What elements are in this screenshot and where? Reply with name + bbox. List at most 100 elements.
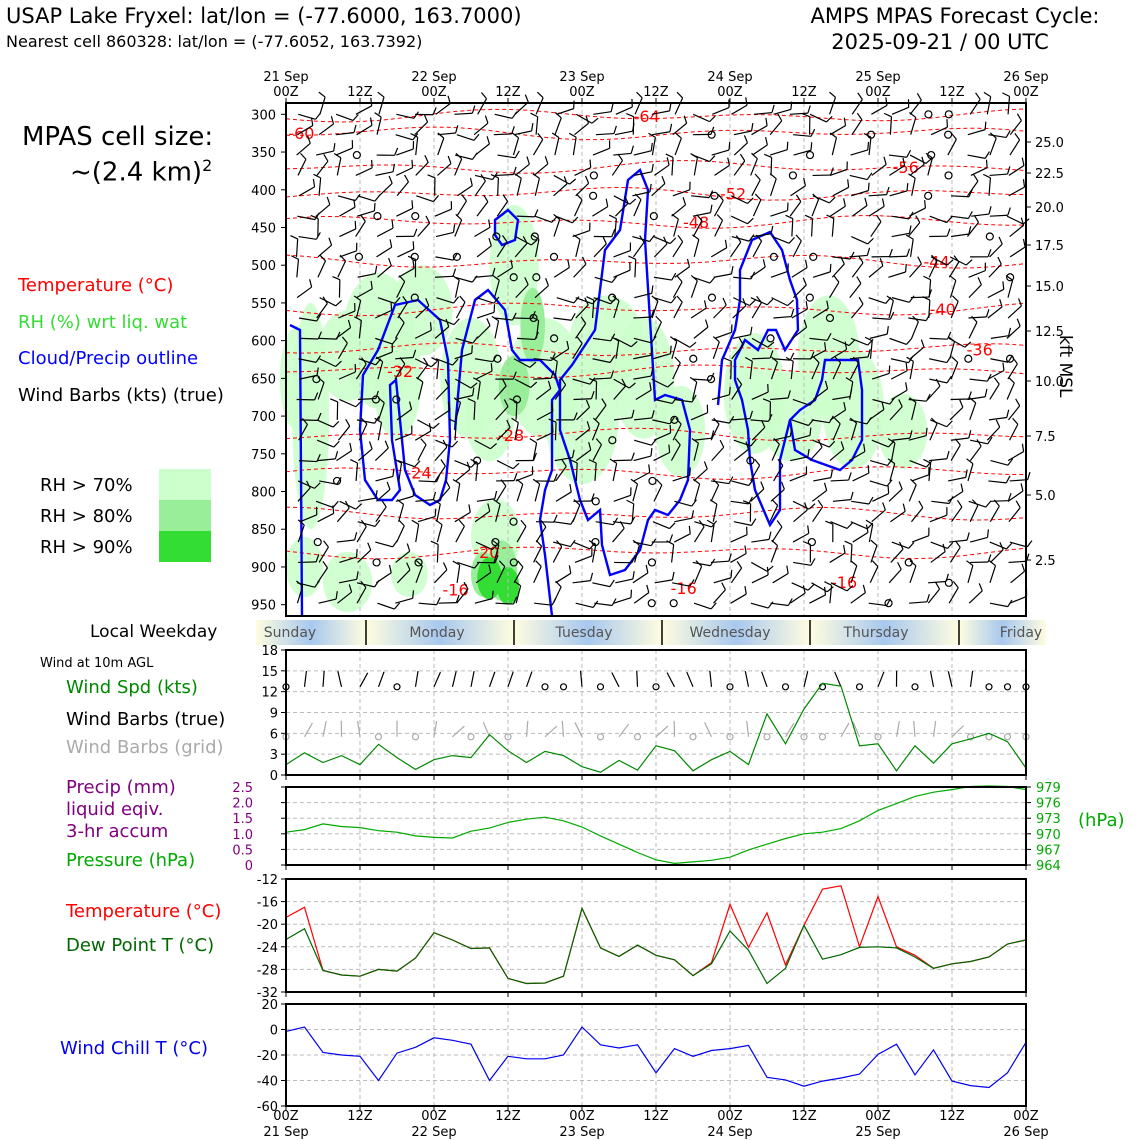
wind-barb-shaft — [868, 297, 886, 305]
time-tick-label-top: 00Z — [569, 85, 595, 100]
wind-barb-shaft — [573, 263, 587, 278]
wind-barb-shaft — [496, 566, 506, 584]
wind-barb-feather — [676, 295, 683, 303]
wind-barb-feather — [301, 417, 308, 425]
wind-barb-feather — [925, 460, 933, 468]
wind-barb-feather — [498, 560, 506, 567]
wind-barb-feather — [966, 458, 974, 465]
wind-barb-feather — [754, 193, 762, 201]
wind-barb-feather — [905, 362, 908, 371]
wind-barb-shaft — [811, 419, 830, 424]
wind-barb-feather — [710, 126, 715, 135]
wind-barb-feather — [391, 337, 398, 345]
wind-barb-feather — [423, 357, 429, 366]
wind-barb-shaft — [869, 480, 888, 487]
wind-barb-feather — [898, 541, 904, 550]
wind-barb-shaft — [849, 381, 854, 400]
time-tick-label-top: 12Z — [347, 85, 373, 100]
wind-barb-shaft — [949, 341, 956, 359]
wind-barb-feather — [524, 94, 529, 103]
wind-barb-feather — [709, 372, 715, 381]
rh90-swatch — [159, 531, 211, 562]
pressure-tick-label: 500 — [251, 259, 276, 274]
wind-barb-feather — [906, 149, 912, 158]
wind-barb-feather — [669, 237, 677, 245]
wind-barb-feather — [881, 198, 885, 207]
wind-barb-feather — [669, 345, 672, 354]
wind-barb-feather — [511, 417, 519, 424]
calm-wind-marker-10m — [781, 683, 790, 691]
wind-barb-shaft — [319, 358, 336, 368]
wind-barb-feather — [765, 117, 768, 126]
wind-barb-shaft — [889, 190, 908, 197]
calm-wind-marker — [924, 191, 933, 200]
wind-barb-feather — [551, 132, 560, 139]
wind-barb-shaft — [694, 565, 703, 584]
wind-barb-shaft — [672, 189, 691, 197]
wind-barb-feather — [807, 584, 815, 591]
wind-barb-feather — [946, 450, 950, 459]
wind-barb-10m — [611, 672, 620, 688]
wind-barb-shaft — [454, 279, 460, 298]
wind-barb-shaft — [398, 504, 405, 522]
wind-barb-feather — [709, 499, 718, 505]
wind-barb-feather — [554, 112, 562, 119]
wind-barb-shaft — [750, 465, 761, 482]
wind-barb-feather — [674, 438, 681, 446]
wind-barb-shaft — [575, 304, 589, 319]
wind-barb-feather — [868, 496, 874, 505]
wind-barb-feather — [847, 179, 850, 188]
wind-barb-feather — [973, 174, 979, 182]
wind-barb-feather — [771, 499, 779, 506]
wind-barb-shaft — [435, 358, 453, 366]
temperature-contour-label: -56 — [893, 158, 919, 177]
wind-barb-shaft — [315, 500, 334, 508]
wind-barb-shaft — [809, 349, 826, 360]
wind-barb-feather — [547, 380, 552, 389]
wind-barb-shaft — [495, 173, 514, 177]
wind-barb-shaft — [556, 297, 575, 304]
wind-barb-shaft — [829, 448, 845, 462]
calm-wind-marker — [769, 252, 778, 261]
wind-barb-shaft — [791, 308, 808, 319]
wind-barb-shaft — [888, 154, 907, 158]
wind-barb-shaft — [949, 546, 961, 563]
wind-barb-shaft — [889, 463, 896, 482]
wind-barb-feather — [502, 194, 509, 202]
wind-barb-shaft — [554, 457, 573, 462]
wind-barb-feather — [665, 153, 674, 159]
wind-barb-10m — [666, 672, 676, 688]
wind-barb-feather — [766, 298, 774, 306]
wind-barb-feather — [1021, 443, 1025, 452]
wind-barb-shaft — [872, 317, 891, 320]
wind-barb-10m — [947, 671, 953, 687]
wind-barb-shaft — [516, 337, 536, 341]
wind-barb-feather — [747, 197, 754, 204]
wind-barb-shaft — [773, 315, 792, 319]
weekday-band — [366, 620, 514, 645]
wind-barb-shaft — [752, 357, 771, 360]
wind-barb-shaft — [770, 397, 789, 401]
wind-barb-feather — [742, 298, 747, 306]
wind-barb-shaft — [434, 465, 446, 482]
wind-barb-feather — [807, 525, 810, 534]
wind-barb-grid — [655, 725, 669, 738]
wind-barb-feather — [976, 439, 982, 447]
wind-barb-feather — [713, 417, 720, 425]
forecast-cycle-date: 2025-09-21 / 00 UTC — [831, 30, 1049, 54]
wind-barb-shaft — [673, 533, 691, 543]
wind-barb-shaft — [892, 437, 911, 441]
wind-barb-shaft — [493, 280, 500, 298]
wind-barb-shaft — [535, 97, 544, 115]
wind-barb-shaft — [692, 561, 711, 567]
wind-barb-shaft — [575, 462, 578, 481]
cell-size-value: ~(2.4 km)2 — [70, 156, 212, 188]
wind-barb-shaft — [889, 337, 907, 346]
wind-barb-feather — [691, 438, 699, 444]
wind-barb-shaft — [357, 448, 373, 462]
wind-barb-shaft — [988, 480, 1007, 484]
rh80-label: RH > 80% — [40, 506, 133, 527]
wind-barb-feather — [455, 125, 459, 134]
temperature-contour-label: -40 — [930, 300, 956, 319]
wind-barb-feather — [947, 542, 954, 549]
